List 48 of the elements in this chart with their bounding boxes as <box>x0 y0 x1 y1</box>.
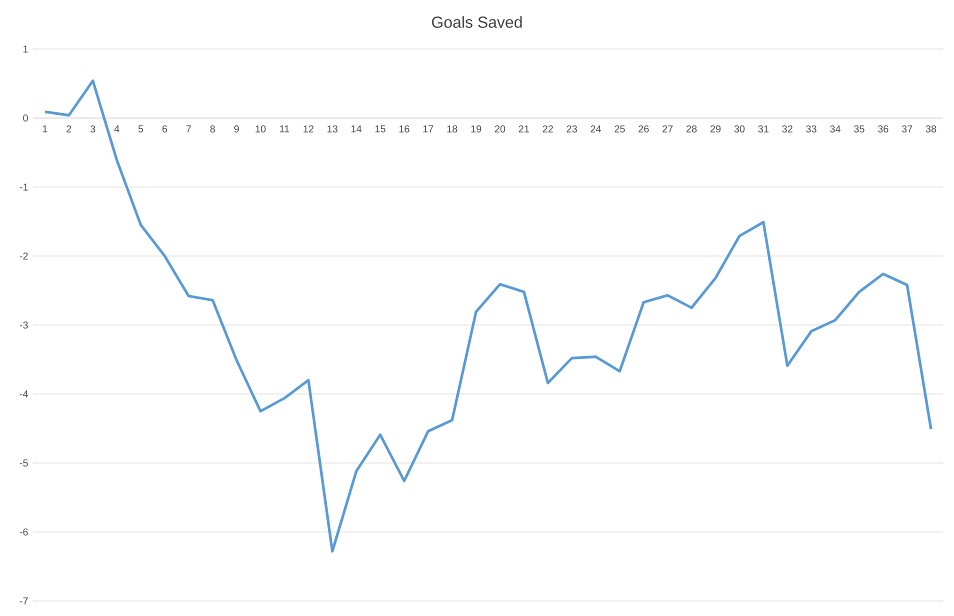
y-tick-label: -5 <box>20 460 28 466</box>
y-tick-label: -2 <box>20 252 28 260</box>
y-tick-label: -6 <box>20 528 28 536</box>
y-tick-label: 0 <box>23 114 28 122</box>
x-tick-label: 26 <box>638 125 649 132</box>
x-tick-label: 12 <box>304 125 314 132</box>
x-tick-label: 20 <box>494 125 506 132</box>
x-tick-label: 9 <box>234 125 239 132</box>
x-tick-label: 11 <box>280 125 290 132</box>
x-tick-label: 29 <box>710 125 721 132</box>
y-tick-label: 1 <box>23 46 28 52</box>
x-tick-label: 19 <box>471 125 482 132</box>
x-tick-label: 13 <box>328 125 338 132</box>
x-tick-label: 28 <box>686 125 697 132</box>
x-tick-label: 33 <box>806 125 816 132</box>
x-tick-label: 35 <box>854 125 864 132</box>
x-tick-label: 32 <box>782 125 792 132</box>
x-tick-label: 1 <box>42 125 48 132</box>
x-tick-label: 2 <box>66 125 72 132</box>
x-tick-label: 15 <box>375 125 386 132</box>
x-tick-label: 36 <box>878 125 888 132</box>
x-tick-label: 4 <box>114 125 120 132</box>
x-tick-label: 25 <box>614 125 625 132</box>
y-tick-label: -7 <box>20 598 28 604</box>
x-tick-label: 3 <box>90 125 96 132</box>
x-tick-label: 34 <box>830 125 841 132</box>
y-tick-label: -3 <box>20 321 28 329</box>
x-tick-label: 17 <box>423 125 434 132</box>
x-tick-label: 21 <box>518 125 530 132</box>
y-tick-label: -1 <box>20 184 28 190</box>
x-tick-label: 30 <box>734 125 745 132</box>
x-tick-label: 37 <box>902 125 912 132</box>
x-tick-label: 7 <box>186 125 191 132</box>
x-tick-label: 6 <box>162 125 168 132</box>
x-tick-label: 38 <box>926 125 936 132</box>
x-tick-label: 8 <box>210 125 215 132</box>
x-tick-label: 31 <box>758 125 768 132</box>
x-tick-label: 18 <box>447 125 458 132</box>
y-tick-label: -4 <box>20 390 28 398</box>
x-tick-label: 16 <box>399 125 410 132</box>
x-tick-label: 27 <box>662 125 673 132</box>
x-tick-label: 14 <box>351 125 362 132</box>
x-tick-label: 10 <box>256 125 266 132</box>
x-tick-label: 23 <box>566 125 577 132</box>
x-tick-label: 24 <box>590 125 602 132</box>
chart-title: Goals Saved <box>432 16 522 28</box>
x-tick-label: 22 <box>542 125 553 132</box>
x-tick-label: 5 <box>138 125 144 132</box>
